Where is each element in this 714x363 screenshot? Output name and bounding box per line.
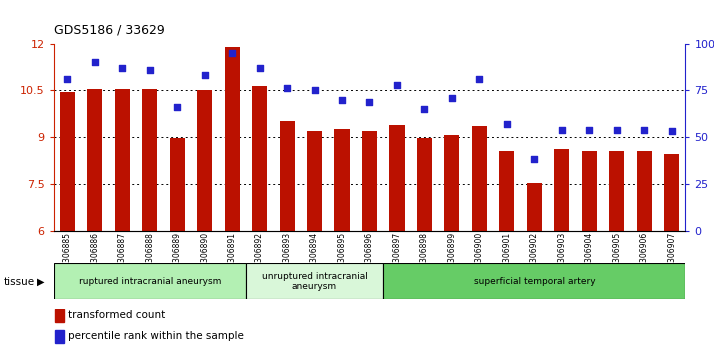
- Point: [501, 121, 513, 127]
- Point: [116, 65, 128, 71]
- Point: [583, 127, 595, 132]
- Bar: [609, 151, 624, 231]
- Bar: [389, 125, 405, 231]
- Point: [473, 76, 485, 82]
- Bar: [307, 131, 322, 231]
- Bar: [55, 330, 64, 343]
- Bar: [252, 86, 267, 231]
- Bar: [417, 138, 432, 231]
- Text: ruptured intracranial aneurysm: ruptured intracranial aneurysm: [79, 277, 221, 286]
- Bar: [142, 89, 157, 231]
- Bar: [444, 135, 460, 231]
- Point: [391, 82, 403, 87]
- Bar: [279, 122, 295, 231]
- Point: [89, 59, 101, 65]
- Bar: [499, 151, 514, 231]
- Point: [281, 86, 293, 91]
- FancyBboxPatch shape: [383, 263, 685, 299]
- Bar: [472, 126, 487, 231]
- Point: [418, 106, 430, 112]
- Point: [556, 127, 568, 132]
- Bar: [225, 47, 240, 231]
- Bar: [170, 138, 185, 231]
- Text: superficial temporal artery: superficial temporal artery: [473, 277, 595, 286]
- Point: [254, 65, 266, 71]
- Bar: [527, 183, 542, 231]
- Bar: [334, 129, 350, 231]
- Point: [144, 67, 156, 73]
- Bar: [637, 151, 652, 231]
- Point: [61, 76, 73, 82]
- Text: percentile rank within the sample: percentile rank within the sample: [68, 331, 243, 341]
- FancyBboxPatch shape: [54, 263, 246, 299]
- Point: [171, 104, 183, 110]
- Point: [638, 127, 650, 132]
- FancyBboxPatch shape: [246, 263, 383, 299]
- Bar: [582, 151, 597, 231]
- Point: [336, 97, 348, 103]
- Bar: [197, 90, 212, 231]
- Point: [611, 127, 623, 132]
- Point: [199, 73, 211, 78]
- Text: GDS5186 / 33629: GDS5186 / 33629: [54, 24, 164, 37]
- Bar: [60, 92, 75, 231]
- Point: [363, 99, 376, 105]
- Point: [309, 87, 321, 93]
- Point: [528, 156, 540, 162]
- Point: [446, 95, 458, 101]
- Text: unruptured intracranial
aneurysm: unruptured intracranial aneurysm: [261, 272, 368, 291]
- Bar: [87, 89, 102, 231]
- Bar: [554, 149, 569, 231]
- Point: [226, 50, 238, 56]
- Text: tissue: tissue: [4, 277, 35, 287]
- Bar: [664, 154, 679, 231]
- Bar: [362, 131, 377, 231]
- Bar: [55, 309, 64, 322]
- Bar: [115, 89, 130, 231]
- Text: transformed count: transformed count: [68, 310, 165, 320]
- Text: ▶: ▶: [37, 277, 45, 287]
- Point: [666, 129, 678, 134]
